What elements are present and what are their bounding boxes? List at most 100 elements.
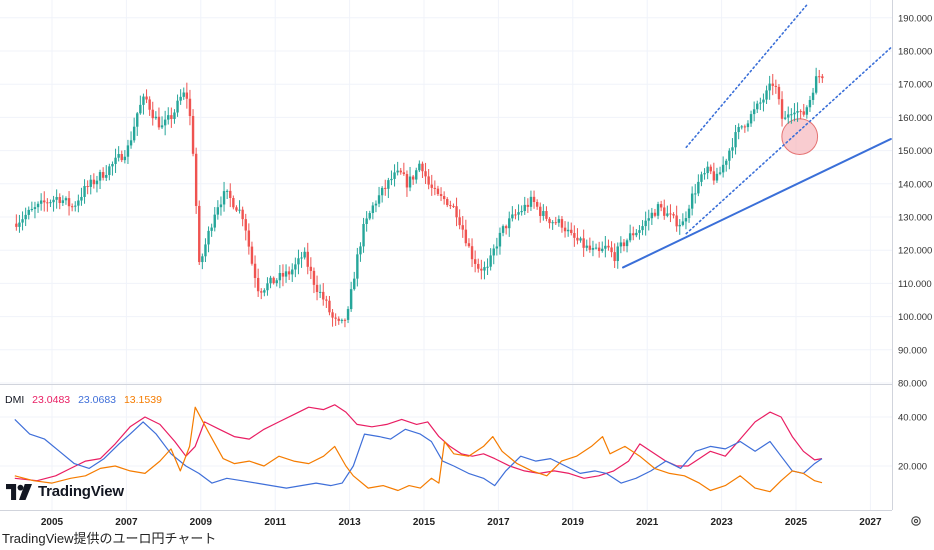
candle-up (300, 257, 303, 259)
candle-down (563, 227, 567, 232)
candlestick-series (15, 67, 824, 328)
candle-up (666, 213, 669, 216)
candle-up (294, 264, 297, 270)
candle-up (619, 242, 623, 247)
candle-down (467, 243, 471, 247)
candle-up (52, 199, 55, 203)
candle-up (396, 170, 399, 173)
candle-down (120, 154, 123, 161)
candle-up (222, 191, 226, 205)
candle-up (126, 145, 130, 157)
time-tick-label: 2025 (785, 517, 808, 528)
candle-down (337, 318, 340, 321)
candle-up (263, 290, 266, 293)
candle-down (101, 172, 105, 178)
candle-up (790, 114, 793, 116)
candle-up (83, 186, 86, 197)
candle-up (746, 123, 750, 128)
candle-down (424, 171, 427, 177)
candle-up (489, 255, 492, 267)
settings-gear-icon[interactable] (910, 515, 922, 527)
candle-up (768, 83, 771, 91)
candle-up (318, 291, 322, 293)
dmi-tick-label: 20.000 (898, 462, 927, 473)
candle-down (675, 215, 678, 227)
tradingview-logo[interactable]: TradingView (6, 483, 124, 500)
time-tick-label: 2007 (115, 517, 138, 528)
candle-down (427, 176, 430, 185)
candle-up (21, 219, 24, 223)
candle-up (483, 267, 486, 271)
candle-down (260, 291, 263, 293)
candle-down (653, 212, 657, 216)
candle-up (765, 90, 768, 100)
candle-up (368, 213, 371, 219)
candle-up (142, 96, 145, 105)
candle-up (684, 218, 688, 222)
chart-annotations-back (781, 118, 819, 156)
price-tick-label: 120.000 (898, 246, 932, 257)
candle-up (523, 204, 526, 212)
candle-down (399, 170, 402, 173)
candle-down (607, 245, 610, 248)
candle-down (712, 171, 716, 181)
candle-down (67, 198, 71, 207)
time-tick-label: 2013 (338, 517, 361, 528)
candle-up (793, 112, 796, 115)
candle-up (27, 209, 30, 215)
candle-up (225, 190, 229, 192)
candle-up (219, 204, 223, 208)
dmi-value-minus: 23.0683 (78, 394, 117, 406)
candle-up (579, 238, 582, 241)
candle-up (117, 154, 120, 158)
candle-down (514, 214, 517, 216)
candle-up (594, 247, 598, 249)
candle-up (805, 107, 809, 115)
candle-down (151, 109, 154, 119)
candle-up (129, 140, 133, 146)
candle-down (774, 85, 778, 87)
candle-down (185, 92, 189, 99)
candle-down (421, 163, 424, 172)
candle-up (297, 258, 300, 265)
candle-down (15, 223, 18, 227)
candle-up (721, 164, 725, 173)
candle-up (740, 126, 743, 128)
candle-up (690, 193, 694, 209)
candle-down (312, 270, 316, 285)
candle-up (377, 195, 381, 204)
candle-down (272, 277, 275, 284)
candle-up (641, 226, 644, 231)
candle-up (566, 229, 570, 232)
candle-up (796, 111, 799, 113)
candle-up (492, 248, 495, 256)
candle-up (80, 196, 83, 201)
dmi-value-plus: 23.0483 (32, 394, 71, 406)
candle-up (353, 278, 356, 290)
candle-down (446, 199, 449, 206)
candle-down (281, 272, 285, 277)
candle-down (148, 99, 151, 110)
adx-line (14, 406, 823, 493)
price-tick-label: 180.000 (898, 47, 932, 58)
candle-down (449, 205, 452, 207)
candle-down (430, 184, 433, 188)
candle-down (504, 226, 508, 229)
candle-up (98, 172, 102, 181)
candle-up (759, 102, 762, 104)
candle-up (216, 207, 220, 215)
candle-up (173, 112, 176, 119)
candle-up (811, 92, 815, 100)
candle-up (163, 119, 167, 126)
candle-up (74, 205, 77, 207)
price-tick-label: 90.000 (898, 345, 927, 356)
time-tick-label: 2023 (710, 517, 733, 528)
candle-up (706, 166, 709, 174)
chart-caption: TradingView提供のユーロ円チャート (2, 531, 217, 546)
candle-up (111, 163, 114, 167)
candle-up (762, 99, 765, 103)
candle-down (464, 229, 468, 244)
candle-down (526, 204, 530, 207)
candle-up (529, 196, 533, 207)
candle-up (95, 180, 99, 185)
